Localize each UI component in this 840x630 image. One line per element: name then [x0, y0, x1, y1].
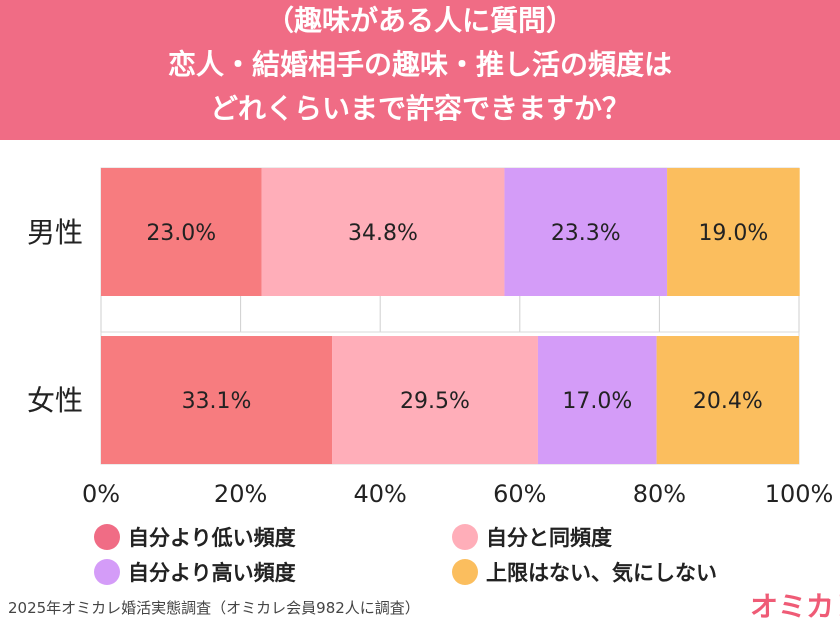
x-tick-label-0: 0%: [82, 480, 120, 508]
legend-item-same: 自分と同頻度: [452, 522, 612, 552]
x-tick-label-1: 20%: [214, 480, 267, 508]
category-label-1: 女性: [27, 384, 83, 417]
bar-0-2: [504, 168, 668, 296]
bar-0-3: [667, 168, 800, 296]
x-tick-label-3: 60%: [493, 480, 546, 508]
omikare-logo: オミカレ: [750, 590, 840, 623]
bar-1-0: [101, 336, 333, 464]
legend-item-lower: 自分より低い頻度: [94, 522, 296, 552]
legend-label-higher: 自分より高い頻度: [128, 561, 296, 585]
legend-swatch-higher: [94, 559, 120, 585]
category-label-0: 男性: [27, 216, 83, 249]
legend-swatch-same: [452, 524, 478, 550]
header-banner: （趣味がある人に質問） 恋人・結婚相手の趣味・推し活の頻度は どれくらいまで許容…: [0, 0, 840, 140]
bar-0-0: [101, 168, 262, 296]
data-label-0-2: 23.3%: [551, 221, 621, 246]
stacked-bar-chart: 23.0% 34.8% 23.3% 19.0% 男性 33.1% 29.5% 17.0% 20.…: [27, 167, 834, 508]
x-tick-label-2: 40%: [354, 480, 407, 508]
bar-1-2: [537, 336, 657, 464]
legend-swatch-unlimited: [452, 559, 478, 585]
data-label-0-0: 23.0%: [146, 221, 216, 246]
x-tick-label-5: 100%: [765, 480, 834, 508]
data-label-0-1: 34.8%: [348, 221, 418, 246]
data-label-1-2: 17.0%: [562, 389, 632, 414]
title-line-2: 恋人・結婚相手の趣味・推し活の頻度は: [167, 48, 672, 81]
legend-swatch-lower: [94, 524, 120, 550]
bar-0-1: [261, 168, 505, 296]
legend-label-same: 自分と同頻度: [486, 526, 612, 550]
x-tick-label-4: 80%: [633, 480, 686, 508]
data-label-1-1: 29.5%: [400, 389, 470, 414]
legend-item-unlimited: 上限はない、気にしない: [452, 557, 717, 587]
data-label-1-3: 20.4%: [693, 389, 763, 414]
data-label-0-3: 19.0%: [698, 221, 768, 246]
source-note: 2025年オミカレ婚活実態調査（オミカレ会員982人に調査）: [8, 599, 420, 617]
legend-item-higher: 自分より高い頻度: [94, 557, 296, 587]
title-line-1: （趣味がある人に質問）: [265, 4, 574, 37]
title-line-3: どれくらいまで許容できますか？: [209, 92, 630, 125]
bar-1-1: [332, 336, 538, 464]
bar-1-3: [656, 336, 799, 464]
data-label-1-0: 33.1%: [182, 389, 252, 414]
legend-label-lower: 自分より低い頻度: [128, 526, 296, 550]
legend-label-unlimited: 上限はない、気にしない: [486, 561, 717, 585]
